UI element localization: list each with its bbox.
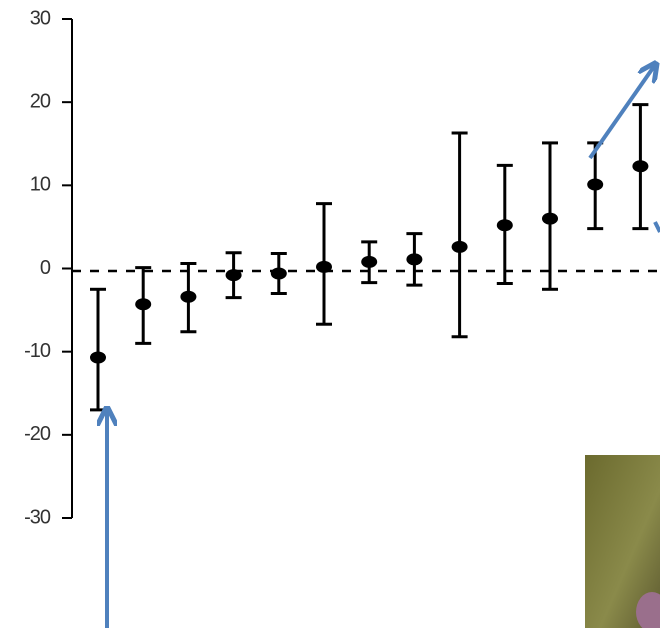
point: [270, 267, 287, 280]
point: [542, 212, 558, 225]
y-tick-label: -20: [24, 423, 51, 445]
y-tick-label: 10: [30, 174, 51, 196]
point: [316, 260, 332, 273]
point: [587, 178, 604, 191]
point: [361, 255, 378, 268]
point: [90, 351, 106, 364]
y-tick-label: -10: [24, 340, 51, 362]
point: [451, 240, 468, 253]
point: [135, 298, 152, 311]
arrows: [107, 65, 660, 628]
photo: [585, 455, 660, 628]
point: [180, 290, 197, 303]
y-tick-label: 30: [30, 7, 51, 29]
point: [406, 253, 423, 266]
y-tick-label: -30: [24, 506, 51, 528]
point: [496, 219, 513, 232]
point: [225, 269, 242, 282]
point: [632, 160, 649, 173]
y-tick-label: 0: [40, 257, 51, 279]
y-tick-label: 20: [30, 90, 51, 112]
